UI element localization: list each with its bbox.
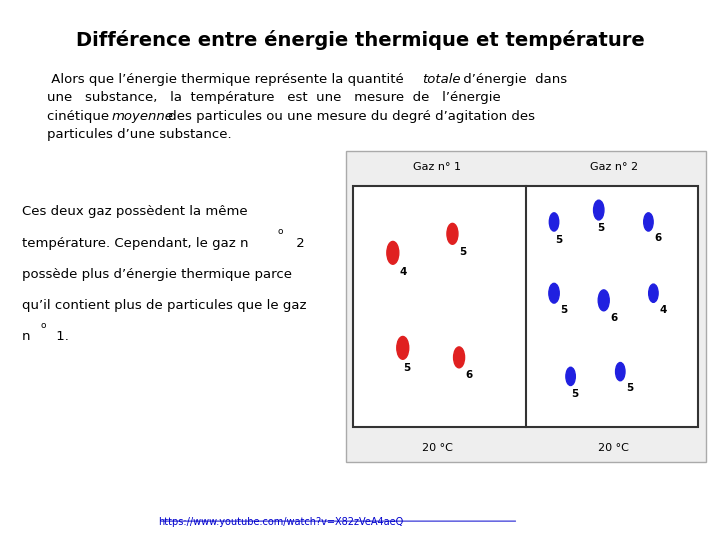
Text: qu’il contient plus de particules que le gaz: qu’il contient plus de particules que le… <box>22 299 306 312</box>
Text: Différence entre énergie thermique et température: Différence entre énergie thermique et te… <box>76 30 644 50</box>
Ellipse shape <box>549 213 559 231</box>
Text: 4: 4 <box>400 267 407 277</box>
Text: moyenne: moyenne <box>112 110 174 123</box>
Text: 5: 5 <box>560 305 567 315</box>
Text: cinétique: cinétique <box>47 110 113 123</box>
Text: 6: 6 <box>654 233 662 244</box>
Text: 5: 5 <box>597 223 604 233</box>
Text: 5: 5 <box>459 247 467 257</box>
Text: particules d’une substance.: particules d’une substance. <box>47 128 231 141</box>
Ellipse shape <box>549 284 559 303</box>
Text: 20 °C: 20 °C <box>422 443 453 453</box>
Ellipse shape <box>616 362 625 381</box>
Text: o: o <box>278 227 284 236</box>
Ellipse shape <box>454 347 464 368</box>
Text: température. Cependant, le gaz n: température. Cependant, le gaz n <box>22 237 248 249</box>
Text: Alors que l’énergie thermique représente la quantité: Alors que l’énergie thermique représente… <box>47 73 408 86</box>
Text: possède plus d’énergie thermique parce: possède plus d’énergie thermique parce <box>22 268 292 281</box>
Text: 4: 4 <box>660 305 667 315</box>
Text: 1.: 1. <box>52 330 68 343</box>
Text: Gaz n° 1: Gaz n° 1 <box>413 162 462 172</box>
Text: o: o <box>40 321 46 330</box>
Bar <box>346 151 706 462</box>
Ellipse shape <box>447 224 458 244</box>
Ellipse shape <box>566 367 575 386</box>
Text: https://www.youtube.com/watch?v=X82zVeA4aeQ: https://www.youtube.com/watch?v=X82zVeA4… <box>158 517 404 528</box>
Text: totale: totale <box>423 73 461 86</box>
Text: 6: 6 <box>611 313 618 323</box>
Ellipse shape <box>598 290 609 311</box>
Text: 5: 5 <box>626 383 634 393</box>
Text: n: n <box>22 330 30 343</box>
Text: 6: 6 <box>466 370 473 381</box>
Text: 5: 5 <box>402 363 410 373</box>
Text: des particules ou une mesure du degré d’agitation des: des particules ou une mesure du degré d’… <box>164 110 535 123</box>
Text: 5: 5 <box>572 389 579 399</box>
Text: 20 °C: 20 °C <box>598 443 629 453</box>
Text: Ces deux gaz possèdent la même: Ces deux gaz possèdent la même <box>22 205 247 218</box>
Text: d’énergie  dans: d’énergie dans <box>459 73 567 86</box>
Text: Gaz n° 2: Gaz n° 2 <box>590 162 638 172</box>
Text: 2: 2 <box>292 237 305 249</box>
Ellipse shape <box>649 284 658 302</box>
Ellipse shape <box>387 241 399 264</box>
Text: une   substance,   la  température   est  une   mesure  de   l’énergie: une substance, la température est une me… <box>47 91 500 104</box>
Ellipse shape <box>593 200 604 220</box>
Bar <box>353 186 698 427</box>
Text: 5: 5 <box>555 235 562 245</box>
Ellipse shape <box>397 336 409 359</box>
Ellipse shape <box>644 213 653 231</box>
